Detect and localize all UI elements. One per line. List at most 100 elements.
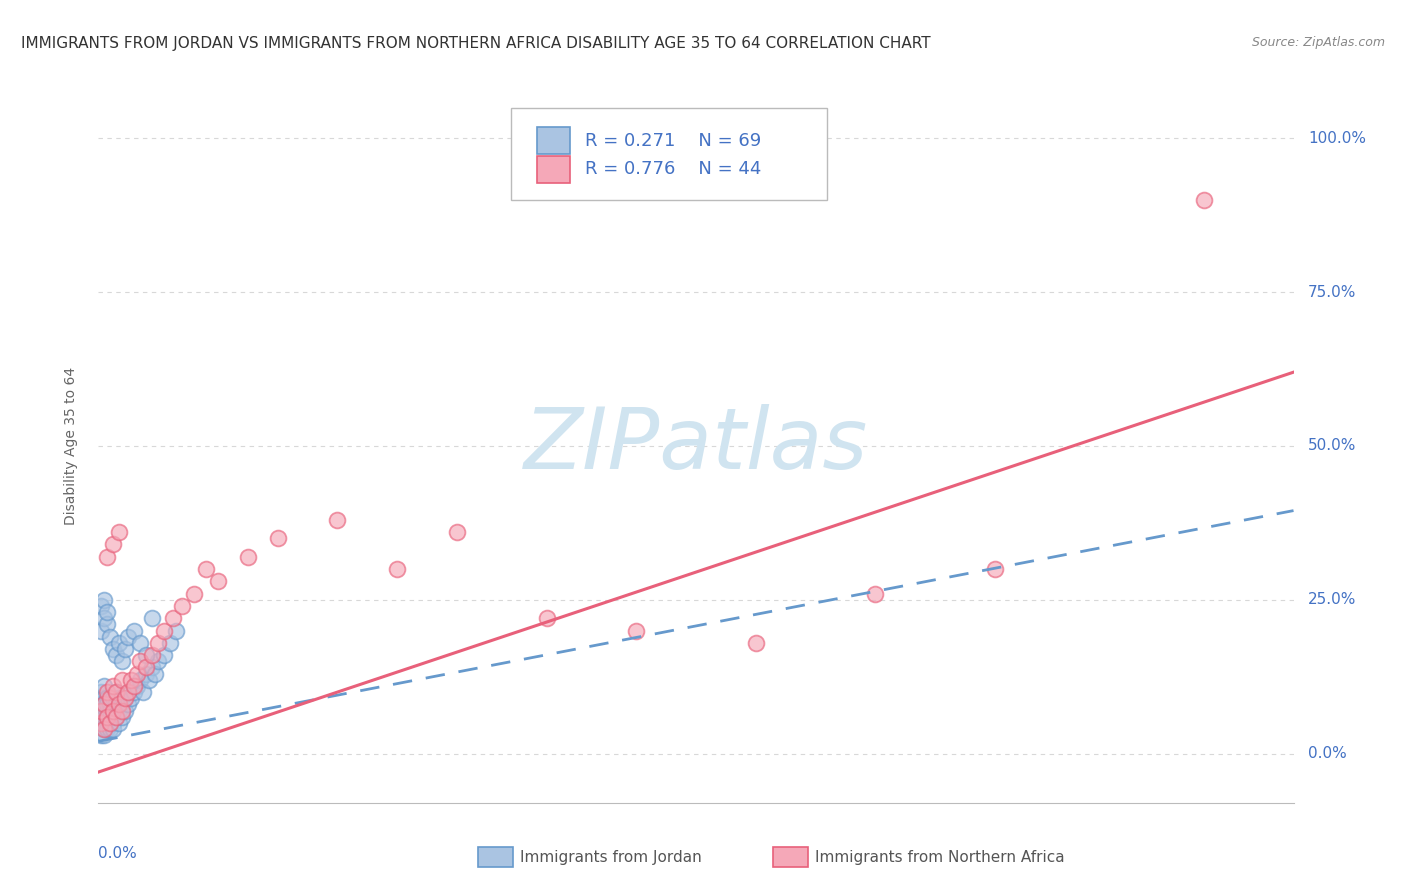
Point (120, 673, 142, 687)
Point (148, 636, 170, 650)
Point (108, 704, 131, 718)
Point (93, 691, 115, 706)
Point (114, 704, 136, 718)
Text: 75.0%: 75.0% (1308, 285, 1357, 300)
Point (108, 691, 131, 706)
Text: Immigrants from Jordan: Immigrants from Jordan (520, 850, 702, 864)
Point (236, 549, 259, 564)
Point (117, 698, 139, 712)
Text: 0.0%: 0.0% (1308, 746, 1347, 761)
Point (90, 715, 112, 730)
Point (93, 715, 115, 730)
Point (90, 704, 112, 718)
Point (111, 704, 134, 718)
Point (103, 691, 125, 706)
Point (105, 709, 128, 723)
Point (96, 685, 118, 699)
Point (90, 698, 112, 712)
Point (96, 715, 118, 730)
Point (105, 685, 128, 699)
Point (105, 685, 128, 699)
Point (90, 728, 112, 742)
Point (103, 722, 125, 736)
Text: 50.0%: 50.0% (1308, 439, 1357, 453)
Point (98, 691, 122, 706)
Point (111, 698, 134, 712)
Point (129, 654, 152, 668)
Point (103, 704, 125, 718)
Point (626, 624, 648, 638)
Point (90, 599, 112, 613)
Point (105, 648, 128, 662)
Point (105, 709, 128, 723)
Text: 0.0%: 0.0% (98, 846, 138, 861)
Y-axis label: Disability Age 35 to 64: Disability Age 35 to 64 (63, 367, 77, 525)
Point (90, 709, 112, 723)
Point (141, 648, 163, 662)
Point (96, 709, 118, 723)
Point (96, 722, 118, 736)
Point (385, 562, 409, 576)
Point (98, 698, 122, 712)
Point (98, 704, 122, 718)
Point (96, 704, 118, 718)
Text: 25.0%: 25.0% (1308, 592, 1357, 607)
Point (93, 698, 115, 712)
Text: R = 0.271    N = 69: R = 0.271 N = 69 (585, 132, 761, 150)
Point (172, 599, 194, 613)
Text: Immigrants from Northern Africa: Immigrants from Northern Africa (815, 850, 1066, 864)
Point (132, 685, 155, 699)
Point (111, 654, 134, 668)
Point (90, 624, 112, 638)
Point (745, 636, 768, 650)
Point (96, 549, 118, 564)
Point (103, 715, 125, 730)
Point (108, 715, 131, 730)
Point (135, 666, 157, 681)
Point (135, 660, 157, 674)
Point (1192, 193, 1215, 207)
Point (984, 562, 1007, 576)
Point (143, 666, 166, 681)
Text: R = 0.776    N = 44: R = 0.776 N = 44 (585, 161, 761, 178)
Point (90, 685, 112, 699)
Point (195, 562, 218, 576)
Point (98, 630, 122, 644)
Point (117, 630, 139, 644)
Point (207, 574, 229, 589)
Point (138, 673, 160, 687)
Point (103, 679, 125, 693)
Point (114, 691, 136, 706)
Point (103, 642, 125, 657)
Point (326, 513, 349, 527)
Point (111, 709, 134, 723)
Point (267, 531, 290, 545)
Point (124, 624, 146, 638)
Point (93, 704, 115, 718)
Point (117, 685, 139, 699)
Point (96, 605, 118, 619)
Point (93, 592, 115, 607)
Point (141, 611, 163, 625)
Point (165, 624, 187, 638)
Point (111, 673, 134, 687)
Point (141, 660, 163, 674)
Point (93, 709, 115, 723)
FancyBboxPatch shape (537, 127, 571, 154)
Point (93, 722, 115, 736)
Point (129, 673, 152, 687)
Point (114, 642, 136, 657)
Point (96, 617, 118, 632)
Point (96, 709, 118, 723)
Point (153, 624, 176, 638)
Point (96, 691, 118, 706)
Point (90, 715, 112, 730)
Point (108, 525, 131, 540)
Point (93, 698, 115, 712)
Point (103, 704, 125, 718)
Point (129, 636, 152, 650)
Point (108, 636, 131, 650)
Text: ZIPatlas: ZIPatlas (524, 404, 868, 488)
FancyBboxPatch shape (537, 155, 571, 183)
Point (135, 648, 157, 662)
